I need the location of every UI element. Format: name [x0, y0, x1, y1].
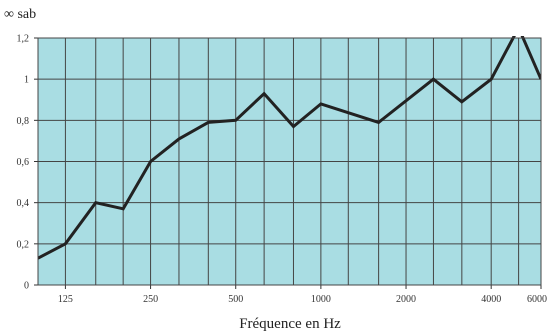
- x-axis-ticks: 125 250 500 1000 2000 4000 6000: [58, 285, 547, 305]
- x-axis-label: Fréquence en Hz: [239, 316, 341, 332]
- x-tick-label: 2000: [396, 294, 416, 305]
- y-tick-label: 0,2: [17, 239, 30, 250]
- y-axis-ticks: 0 0,2 0,4 0,6 0,8 1 1,2: [17, 34, 38, 292]
- y-axis-label: ∞ sab: [4, 7, 36, 22]
- x-tick-label: 6000: [527, 294, 547, 305]
- x-tick-label: 125: [58, 294, 73, 305]
- x-tick-label: 500: [228, 294, 243, 305]
- x-tick-label: 250: [143, 294, 158, 305]
- x-tick-label: 1000: [311, 294, 331, 305]
- y-tick-label: 1: [24, 75, 29, 86]
- x-tick-label: 4000: [481, 294, 501, 305]
- y-tick-label: 0,6: [17, 157, 30, 168]
- plot-frame: [37, 37, 542, 286]
- y-tick-label: 0: [24, 281, 29, 292]
- series-line: [38, 36, 541, 260]
- y-tick-label: 0,4: [17, 198, 30, 209]
- y-tick-label: 1,2: [17, 34, 30, 45]
- y-tick-label: 0,8: [17, 116, 30, 127]
